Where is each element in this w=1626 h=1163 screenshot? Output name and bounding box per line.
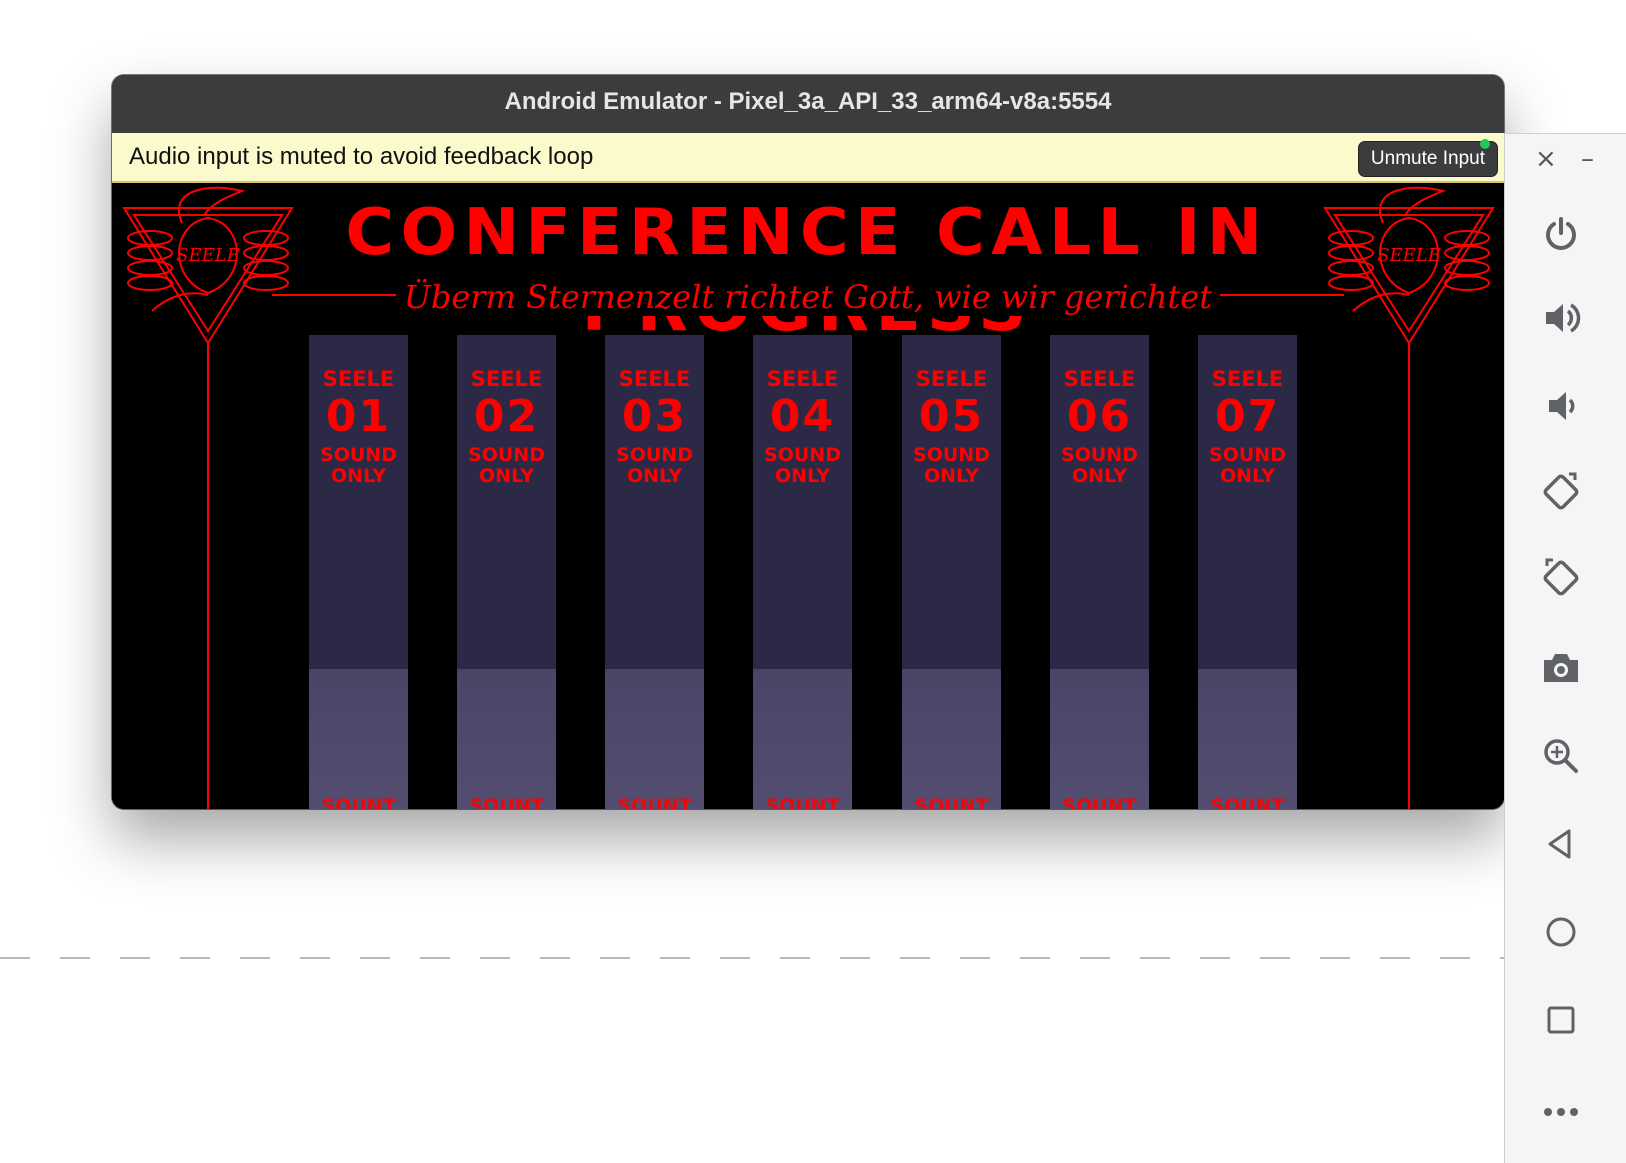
overview-icon <box>1547 1006 1575 1034</box>
status-line-1: SOUND <box>913 444 990 466</box>
member-number: 03 <box>621 391 688 442</box>
emblem-text-right: SEELE <box>1377 245 1441 266</box>
subtitle-motto: Überm Sternenzelt richtet Gott, wie wir … <box>112 277 1504 317</box>
volume-down-button[interactable] <box>1533 378 1589 434</box>
member-status: SOUND ONLY <box>605 445 704 487</box>
member-panel-06: SEELE 06 SOUND ONLY SOUNT <box>1050 335 1149 809</box>
mute-notice-bar: Audio input is muted to avoid feedback l… <box>112 133 1504 183</box>
member-panel-07: SEELE 07 SOUND ONLY SOUNT <box>1198 335 1297 809</box>
member-label: SEELE <box>915 367 988 391</box>
panel-lower-block <box>605 669 704 809</box>
unmute-input-button[interactable]: Unmute Input <box>1357 141 1498 177</box>
seele-emblem-right <box>1323 186 1495 345</box>
panel-lower-block <box>457 669 556 809</box>
rotate-right-icon <box>1543 558 1579 596</box>
member-status: SOUND ONLY <box>902 445 1001 487</box>
member-cutoff-text: SOUNT <box>1062 795 1137 809</box>
volume-up-icon <box>1546 303 1581 333</box>
status-line-2: ONLY <box>924 465 979 487</box>
member-panel-02: SEELE 02 SOUND ONLY SOUNT <box>457 335 556 809</box>
app-screen: SEELE SEELE CONFERENCE CALL IN PROGRESS … <box>112 183 1504 809</box>
back-icon <box>1548 829 1571 859</box>
member-cutoff-text: SOUNT <box>469 795 544 809</box>
member-label: SEELE <box>766 367 839 391</box>
member-number: 06 <box>1066 391 1133 442</box>
status-line-2: ONLY <box>331 465 386 487</box>
status-line-1: SOUND <box>764 444 841 466</box>
member-label: SEELE <box>1211 367 1284 391</box>
member-cutoff-text: SOUNT <box>321 795 396 809</box>
member-panel-04: SEELE 04 SOUND ONLY SOUNT <box>753 335 852 809</box>
member-cutoff-text: SOUNT <box>914 795 989 809</box>
emulator-side-toolbar: × – <box>1504 133 1626 1163</box>
status-line-2: ONLY <box>627 465 682 487</box>
power-icon <box>1546 217 1576 250</box>
subtitle-text: Überm Sternenzelt richtet Gott, wie wir … <box>395 278 1221 316</box>
background-divider <box>0 957 1504 959</box>
zoom-button[interactable] <box>1533 728 1589 784</box>
status-line-2: ONLY <box>1220 465 1275 487</box>
member-status: SOUND ONLY <box>457 445 556 487</box>
emulator-window: Android Emulator - Pixel_3a_API_33_arm64… <box>112 75 1504 809</box>
conference-title: CONFERENCE CALL IN PROGRESS <box>345 196 1269 346</box>
screenshot-button[interactable] <box>1533 640 1589 696</box>
member-cutoff-text: SOUNT <box>1210 795 1285 809</box>
member-number: 04 <box>769 391 836 442</box>
volume-down-icon <box>1549 392 1575 420</box>
member-label: SEELE <box>322 367 395 391</box>
rotate-left-button[interactable] <box>1533 464 1589 520</box>
member-status: SOUND ONLY <box>309 445 408 487</box>
member-status: SOUND ONLY <box>1050 445 1149 487</box>
member-cutoff-text: SOUNT <box>765 795 840 809</box>
rotate-right-button[interactable] <box>1533 550 1589 606</box>
home-button[interactable] <box>1533 904 1589 960</box>
member-number: 05 <box>918 391 985 442</box>
member-panel-01: SEELE 01 SOUND ONLY SOUNT <box>309 335 408 809</box>
back-button[interactable] <box>1533 816 1589 872</box>
status-line-2: ONLY <box>1072 465 1127 487</box>
zoom-icon <box>1544 739 1578 773</box>
emblem-text-left: SEELE <box>176 245 240 266</box>
mute-notice-text: Audio input is muted to avoid feedback l… <box>129 143 594 170</box>
seele-emblem-left <box>122 186 294 345</box>
member-status: SOUND ONLY <box>753 445 852 487</box>
mic-status-dot <box>1480 139 1490 149</box>
status-line-1: SOUND <box>1061 444 1138 466</box>
status-line-1: SOUND <box>616 444 693 466</box>
member-label: SEELE <box>618 367 691 391</box>
panel-lower-block <box>753 669 852 809</box>
member-number: 01 <box>325 391 392 442</box>
power-button[interactable] <box>1533 206 1589 262</box>
status-line-2: ONLY <box>775 465 830 487</box>
home-icon <box>1546 917 1576 947</box>
panel-lower-block <box>309 669 408 809</box>
status-line-2: ONLY <box>479 465 534 487</box>
member-panel-05: SEELE 05 SOUND ONLY SOUNT <box>902 335 1001 809</box>
overview-button[interactable] <box>1533 992 1589 1048</box>
status-line-1: SOUND <box>320 444 397 466</box>
more-icon <box>1544 1108 1578 1116</box>
member-panel-03: SEELE 03 SOUND ONLY SOUNT <box>605 335 704 809</box>
close-button[interactable]: × <box>1535 144 1557 174</box>
member-cutoff-text: SOUNT <box>617 795 692 809</box>
minimize-button[interactable]: – <box>1581 144 1594 174</box>
panel-lower-block <box>902 669 1001 809</box>
member-status: SOUND ONLY <box>1198 445 1297 487</box>
panel-lower-block <box>1050 669 1149 809</box>
member-label: SEELE <box>470 367 543 391</box>
seele-decoration: SEELE SEELE <box>122 186 1495 809</box>
status-line-1: SOUND <box>1209 444 1286 466</box>
status-line-1: SOUND <box>468 444 545 466</box>
member-label: SEELE <box>1063 367 1136 391</box>
member-number: 02 <box>473 391 540 442</box>
member-number: 07 <box>1214 391 1281 442</box>
panel-lower-block <box>1198 669 1297 809</box>
window-title: Android Emulator - Pixel_3a_API_33_arm64… <box>112 75 1504 133</box>
rotate-left-icon <box>1543 472 1579 510</box>
camera-icon <box>1544 654 1578 682</box>
more-button[interactable] <box>1533 1084 1589 1140</box>
volume-up-button[interactable] <box>1533 290 1589 346</box>
